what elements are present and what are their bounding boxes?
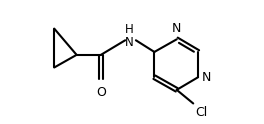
- Text: Cl: Cl: [195, 106, 208, 119]
- Text: N: N: [202, 71, 211, 84]
- Text: N: N: [172, 22, 181, 35]
- Text: O: O: [96, 86, 106, 99]
- Text: H
N: H N: [125, 23, 134, 49]
